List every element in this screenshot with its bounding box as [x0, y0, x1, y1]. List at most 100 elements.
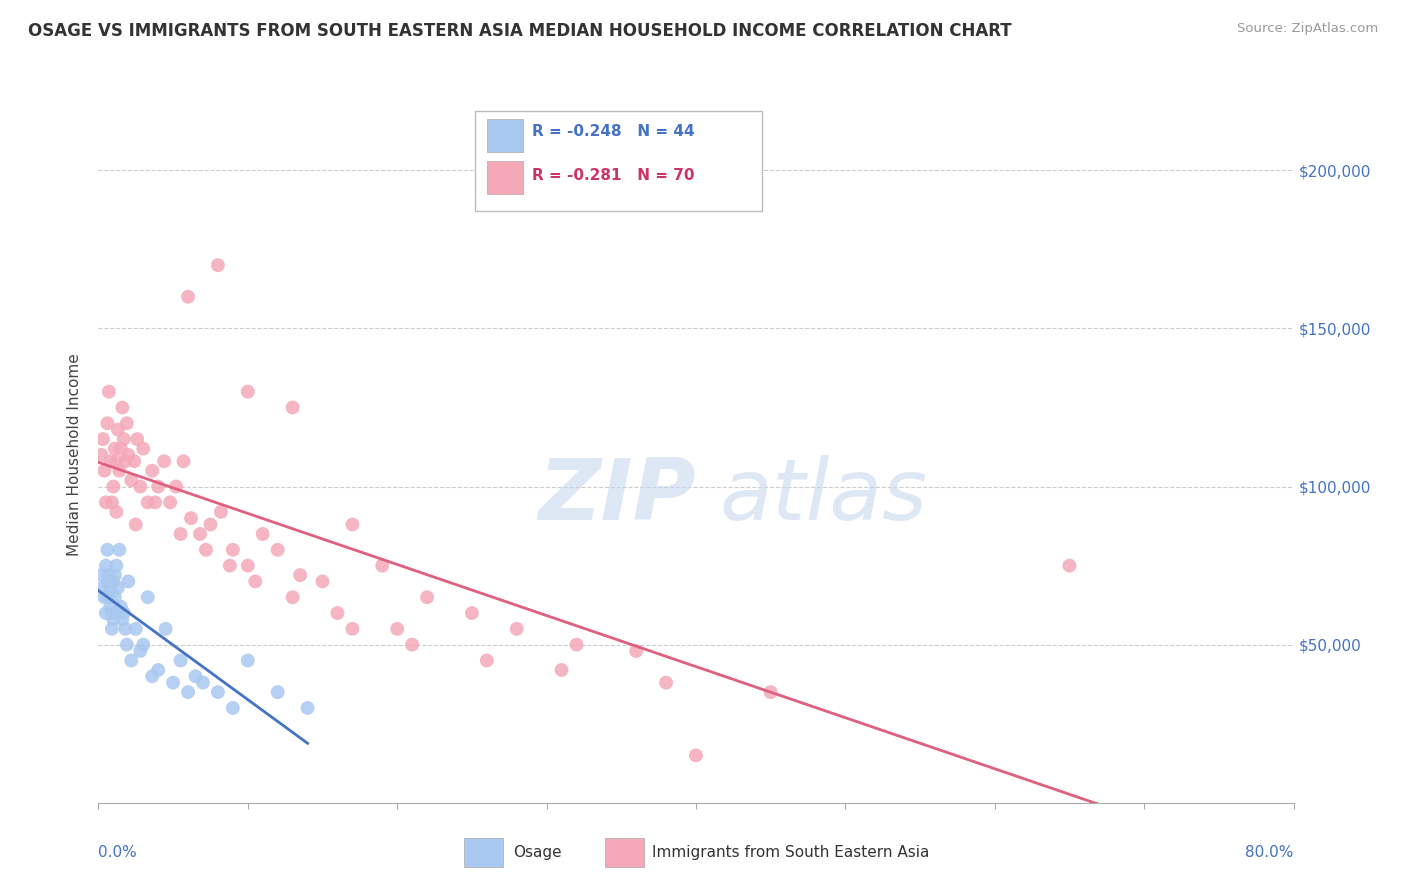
Point [104, 442, 127, 456]
Point [385, 622, 409, 636]
Point [111, 401, 134, 415]
Point [267, 542, 290, 557]
Point [111, 612, 134, 626]
Point [117, 448, 139, 462]
Point [685, 748, 707, 763]
Text: R = -0.281   N = 70: R = -0.281 N = 70 [533, 169, 695, 184]
Point [342, 517, 364, 532]
Point [110, 442, 132, 456]
Point [153, 454, 176, 468]
Point [120, 473, 142, 487]
Point [165, 479, 187, 493]
Point [311, 574, 333, 589]
Point [245, 574, 267, 589]
Point [371, 558, 394, 573]
Point [148, 479, 170, 493]
Point [200, 517, 222, 532]
Point [110, 599, 132, 614]
Point [120, 653, 142, 667]
Point [173, 454, 195, 468]
Point [104, 591, 127, 605]
FancyBboxPatch shape [486, 119, 523, 153]
Point [169, 653, 191, 667]
Point [100, 454, 122, 468]
Point [143, 495, 166, 509]
Point [219, 558, 242, 573]
Text: 0.0%: 0.0% [98, 845, 138, 860]
Point [100, 599, 122, 614]
Point [195, 542, 218, 557]
Point [132, 638, 155, 652]
FancyBboxPatch shape [486, 161, 523, 194]
Point [475, 653, 498, 667]
Point [188, 527, 211, 541]
Point [159, 495, 181, 509]
Text: Osage: Osage [513, 846, 562, 860]
Point [281, 401, 304, 415]
Point [281, 591, 304, 605]
Text: Source: ZipAtlas.com: Source: ZipAtlas.com [1237, 22, 1378, 36]
Point [550, 663, 572, 677]
Point [169, 527, 191, 541]
Point [96, 574, 118, 589]
Text: 80.0%: 80.0% [1246, 845, 1294, 860]
Point [114, 454, 136, 468]
Point [342, 622, 364, 636]
Point [108, 542, 131, 557]
Point [267, 685, 290, 699]
Point [90, 568, 112, 582]
Point [97, 384, 120, 399]
Y-axis label: Median Household Income: Median Household Income [67, 353, 83, 557]
Point [91, 581, 114, 595]
Point [96, 417, 118, 431]
Point [112, 432, 135, 446]
Point [93, 464, 115, 478]
Point [124, 454, 146, 468]
Point [107, 581, 129, 595]
Text: ZIP: ZIP [538, 455, 696, 538]
Point [101, 606, 124, 620]
Point [222, 701, 245, 715]
Point [114, 622, 136, 636]
Point [655, 675, 678, 690]
Point [759, 685, 782, 699]
Point [94, 495, 117, 509]
Text: R = -0.248   N = 44: R = -0.248 N = 44 [533, 124, 695, 139]
Point [416, 591, 439, 605]
Point [101, 622, 124, 636]
Point [107, 423, 129, 437]
Point [93, 591, 115, 605]
Point [132, 442, 155, 456]
Point [108, 464, 131, 478]
Point [129, 644, 152, 658]
Point [105, 505, 128, 519]
Point [105, 558, 128, 573]
Point [177, 685, 200, 699]
Point [326, 606, 349, 620]
Point [236, 653, 259, 667]
Point [626, 644, 648, 658]
Point [162, 675, 184, 690]
Point [125, 517, 148, 532]
Point [101, 495, 124, 509]
Text: OSAGE VS IMMIGRANTS FROM SOUTH EASTERN ASIA MEDIAN HOUSEHOLD INCOME CORRELATION : OSAGE VS IMMIGRANTS FROM SOUTH EASTERN A… [28, 22, 1012, 40]
Point [506, 622, 529, 636]
FancyBboxPatch shape [475, 111, 762, 211]
Point [565, 638, 588, 652]
Point [115, 638, 138, 652]
Point [207, 258, 229, 272]
Point [94, 606, 117, 620]
Point [129, 479, 152, 493]
Point [141, 464, 163, 478]
Point [97, 591, 120, 605]
Point [136, 495, 159, 509]
Point [105, 454, 128, 468]
Point [103, 612, 125, 626]
Point [191, 675, 214, 690]
Point [115, 417, 138, 431]
Point [94, 558, 117, 573]
Point [141, 669, 163, 683]
Point [136, 591, 159, 605]
Point [155, 622, 177, 636]
Point [177, 290, 200, 304]
